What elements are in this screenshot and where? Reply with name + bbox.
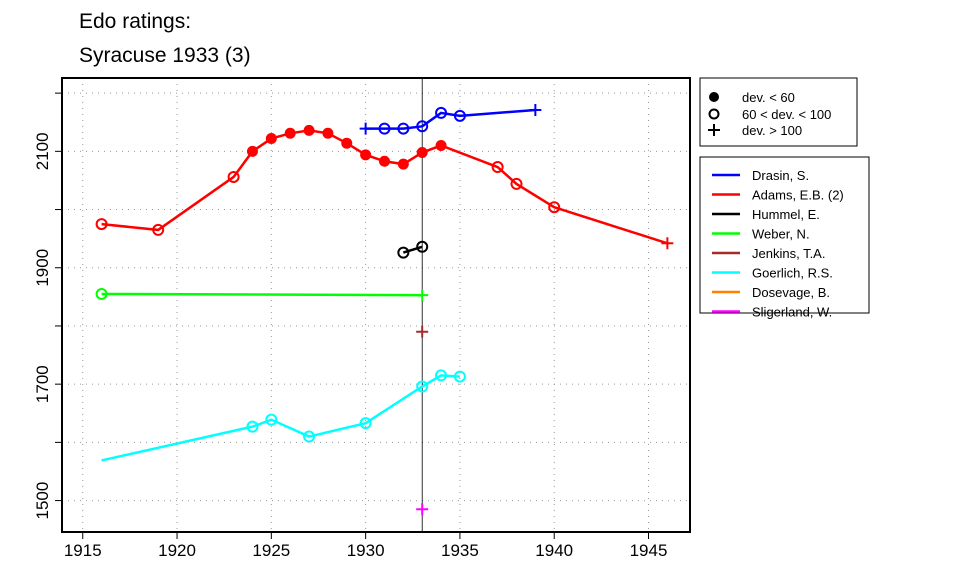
data-point-open [95, 287, 108, 300]
data-point-open [359, 417, 372, 430]
data-point-open [246, 420, 259, 433]
data-point-open [491, 161, 504, 174]
series-goerlich-r-s- [101, 369, 466, 462]
y-tick-label: 1700 [33, 365, 52, 403]
plot-frame [61, 77, 691, 533]
x-tick-label: 1925 [252, 541, 290, 560]
series-line [101, 129, 668, 245]
data-point-filled [246, 145, 258, 157]
data-point-plus [661, 237, 674, 250]
marker-legend-label: dev. > 100 [742, 123, 802, 138]
data-point-filled [397, 158, 409, 170]
x-tick-label: 1945 [630, 541, 668, 560]
series-sligerland-w- [416, 503, 429, 516]
filled-circle-icon [709, 92, 719, 102]
data-point-filled [322, 127, 334, 139]
data-point-open [548, 201, 561, 214]
data-point-filled [378, 155, 390, 167]
series-layer [95, 104, 674, 516]
legend-label: Drasin, S. [752, 168, 809, 183]
series-hummel-e- [397, 240, 429, 259]
data-point-open [152, 223, 165, 236]
data-point-plus [416, 325, 429, 338]
series-line [101, 292, 423, 297]
data-point-open [227, 170, 240, 183]
data-point-open [95, 218, 108, 231]
series-weber-n- [95, 287, 429, 302]
data-point-open [397, 246, 410, 259]
data-point-open [435, 106, 448, 119]
data-point-open [397, 122, 410, 135]
legend-label: Weber, N. [752, 227, 810, 242]
data-point-plus [359, 122, 372, 135]
legend-label: Goerlich, R.S. [752, 266, 833, 281]
data-point-filled [265, 133, 277, 145]
series-drasin-s- [359, 104, 542, 135]
series-line [402, 245, 423, 254]
chart-title: Edo ratings: [79, 10, 191, 33]
legend-label: Adams, E.B. (2) [752, 188, 844, 203]
y-tick-label: 1900 [33, 249, 52, 287]
open-circle-icon [708, 108, 720, 120]
data-point-filled [341, 137, 353, 149]
data-point-open [303, 430, 316, 443]
grid [62, 78, 690, 532]
series-line [101, 374, 460, 462]
data-point-plus [416, 289, 429, 302]
marker-legend: dev. < 60 60 < dev. < 100 dev. > 100 [699, 77, 858, 147]
data-point-open [416, 120, 429, 133]
legend-label: Hummel, E. [752, 207, 820, 222]
series-jenkins-t-a- [416, 325, 429, 338]
x-axis: 1915 1920 1925 1930 1935 1940 1945 [64, 532, 668, 560]
legend-label: Dosevage, B. [752, 285, 830, 300]
legend-label: Jenkins, T.A. [752, 246, 825, 261]
data-point-open [416, 240, 429, 253]
x-tick-label: 1935 [441, 541, 479, 560]
data-point-plus [416, 503, 429, 516]
x-tick-label: 1940 [535, 541, 573, 560]
data-point-open [453, 370, 466, 383]
data-point-plus [529, 104, 542, 117]
data-point-open [510, 177, 523, 190]
data-point-filled [303, 124, 315, 136]
plus-icon [708, 124, 720, 136]
data-point-filled [416, 147, 428, 159]
data-point-filled [360, 149, 372, 161]
data-point-open [453, 109, 466, 122]
data-point-filled [435, 140, 447, 152]
y-tick-label: 1500 [33, 482, 52, 520]
series-adams-e-b-2- [95, 124, 674, 250]
y-axis: 1500 1700 1900 2100 [33, 92, 62, 520]
chart-subtitle: Syracuse 1933 (3) [79, 44, 251, 67]
series-legend: Drasin, S. Adams, E.B. (2) Hummel, E. Weber… [699, 156, 870, 320]
data-point-filled [284, 127, 296, 139]
series-line [365, 108, 536, 130]
data-point-open [265, 413, 278, 426]
legend-label: Sligerland, W. [752, 305, 832, 320]
data-point-open [416, 380, 429, 393]
y-tick-label: 2100 [33, 132, 52, 170]
data-point-open [378, 122, 391, 135]
x-tick-label: 1915 [64, 541, 102, 560]
marker-legend-label: 60 < dev. < 100 [742, 107, 831, 122]
x-tick-label: 1920 [158, 541, 196, 560]
x-tick-label: 1930 [347, 541, 385, 560]
marker-legend-label: dev. < 60 [742, 90, 795, 105]
data-point-open [435, 369, 448, 382]
